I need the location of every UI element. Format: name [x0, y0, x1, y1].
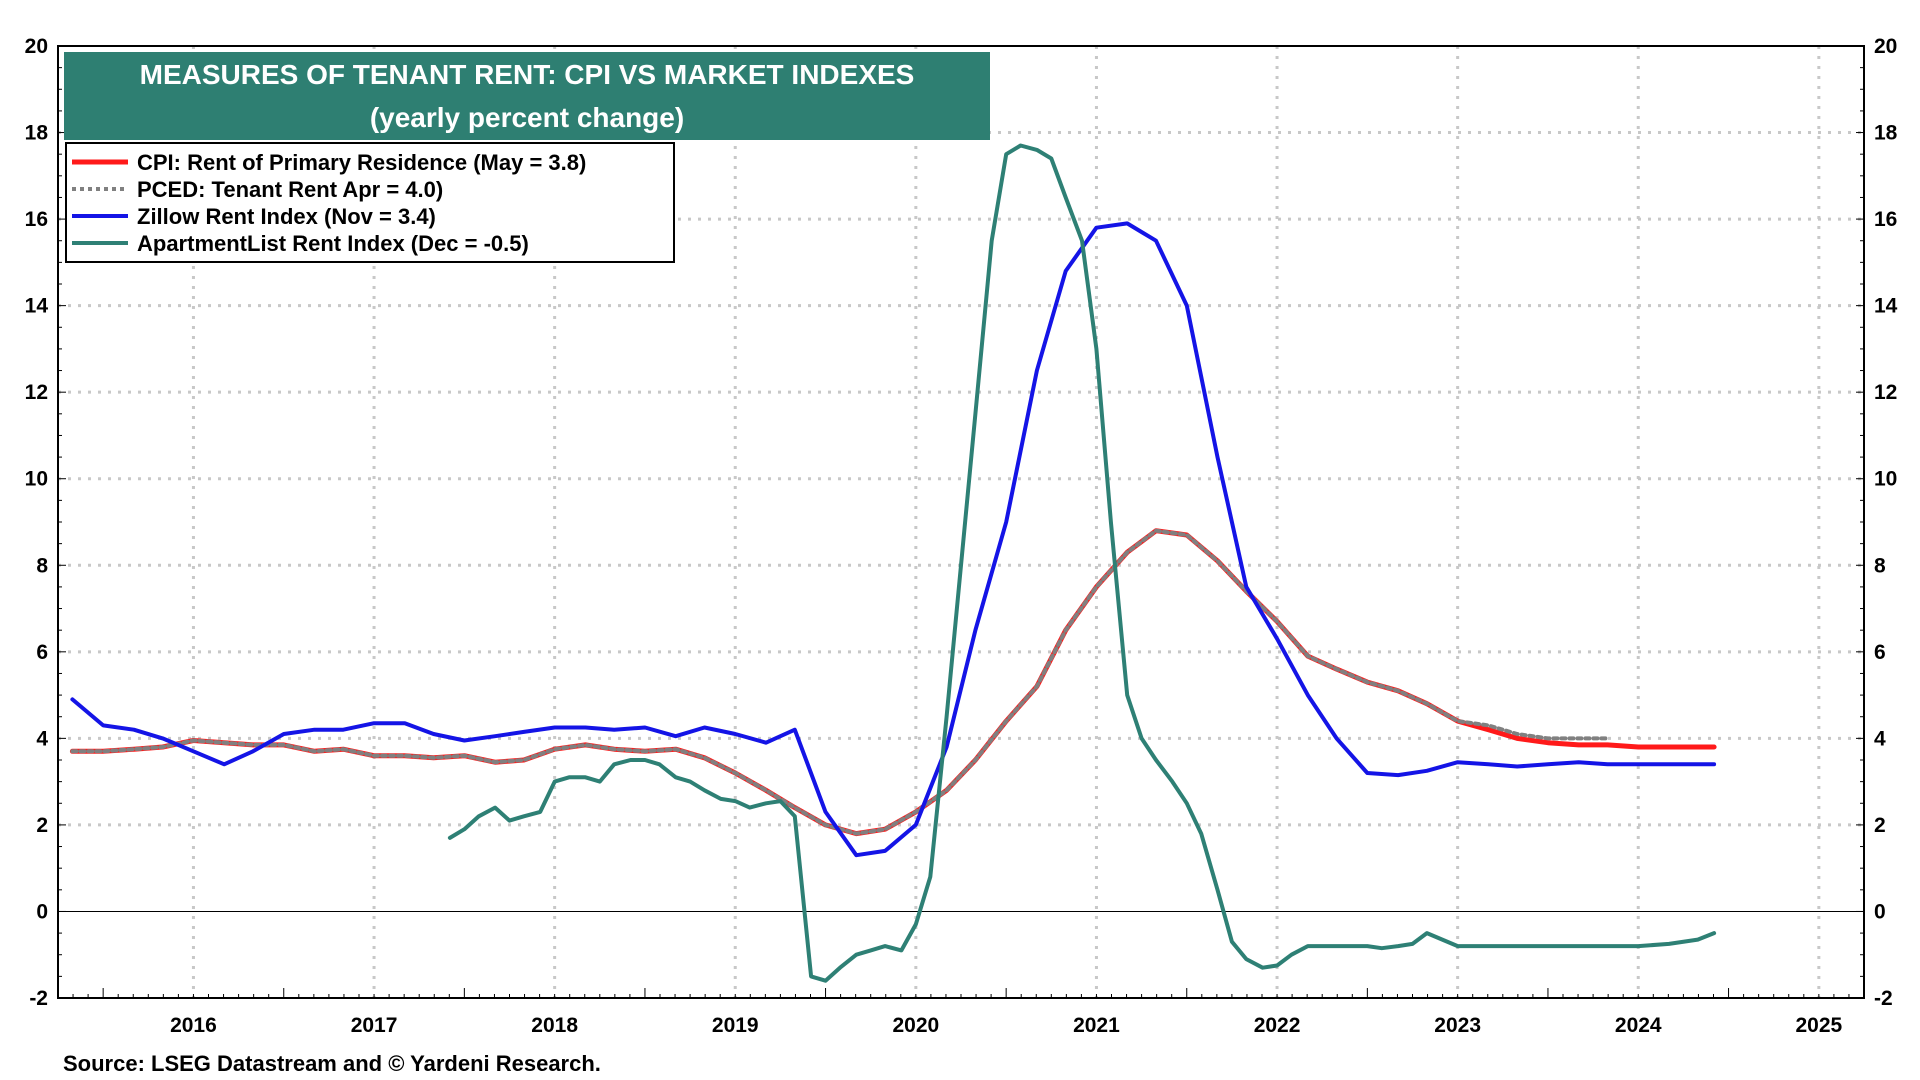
legend-label-cpi: CPI: Rent of Primary Residence (May = 3.…: [137, 150, 586, 175]
y-tick-label-right: 2: [1874, 814, 1886, 837]
x-tick-label: 2025: [1795, 1014, 1842, 1037]
series-line-cpi: [69, 528, 1717, 837]
x-axis: 2016 2017 2018 2019 2020 2021 2022 2023 2024 2025: [57, 988, 1865, 1037]
y-tick-label-left: 8: [36, 554, 48, 577]
x-tick-label: 2020: [892, 1014, 939, 1037]
y-tick-label-right: 16: [1874, 208, 1897, 231]
series-layer: [69, 143, 1717, 983]
legend-box: [65, 142, 675, 263]
y-tick-label-right: 6: [1874, 641, 1886, 664]
y-tick-label-right: 12: [1874, 381, 1897, 404]
chart-subtitle: (yearly percent change): [370, 102, 684, 133]
title-block: MEASURES OF TENANT RENT: CPI VS MARKET I…: [64, 52, 990, 140]
legend-label-pced: PCED: Tenant Rent Apr = 4.0): [137, 177, 443, 202]
x-tick-label: 2018: [531, 1014, 578, 1037]
chart-title: MEASURES OF TENANT RENT: CPI VS MARKET I…: [140, 59, 915, 90]
y-tick-label-left: 14: [25, 295, 49, 318]
y-tick-label-left: 4: [36, 727, 48, 750]
y-tick-label-right: 14: [1874, 295, 1898, 318]
series-line-apartment: [447, 143, 1717, 983]
y-tick-label-left: 10: [25, 468, 48, 491]
y-tick-label-left: 2: [36, 814, 48, 837]
x-tick-label: 2021: [1073, 1014, 1120, 1037]
y-tick-label-right: 4: [1874, 727, 1886, 750]
y-tick-label-left: 12: [25, 381, 48, 404]
y-tick-label-left: -2: [29, 987, 48, 1010]
y-tick-label-right: 18: [1874, 122, 1898, 145]
legend-label-zillow: Zillow Rent Index (Nov = 3.4): [137, 204, 436, 229]
series-line-pced: [70, 528, 1610, 836]
y-tick-label-left: 18: [25, 122, 49, 145]
x-tick-label: 2019: [712, 1014, 759, 1037]
x-tick-label: 2024: [1615, 1014, 1662, 1037]
legend: CPI: Rent of Primary Residence (May = 3.…: [65, 142, 675, 263]
y-tick-label-left: 0: [36, 900, 48, 923]
y-tick-label-right: 8: [1874, 554, 1886, 577]
x-tick-label: 2022: [1254, 1014, 1301, 1037]
legend-label-apartment: ApartmentList Rent Index (Dec = -0.5): [137, 231, 529, 256]
x-tick-label: 2017: [351, 1014, 398, 1037]
y-tick-label-right: 0: [1874, 900, 1886, 923]
y-tick-label-left: 16: [25, 208, 48, 231]
y-tick-label-right: -2: [1874, 987, 1893, 1010]
x-tick-label: 2023: [1434, 1014, 1481, 1037]
y-tick-label-left: 20: [25, 35, 48, 58]
x-tick-label: 2016: [170, 1014, 217, 1037]
y-tick-label-right: 20: [1874, 35, 1897, 58]
series-line-zillow: [70, 221, 1717, 858]
title-box: [64, 52, 990, 140]
y-tick-label-right: 10: [1874, 468, 1897, 491]
source-note: Source: LSEG Datastream and © Yardeni Re…: [63, 1051, 601, 1076]
y-tick-label-left: 6: [36, 641, 48, 664]
